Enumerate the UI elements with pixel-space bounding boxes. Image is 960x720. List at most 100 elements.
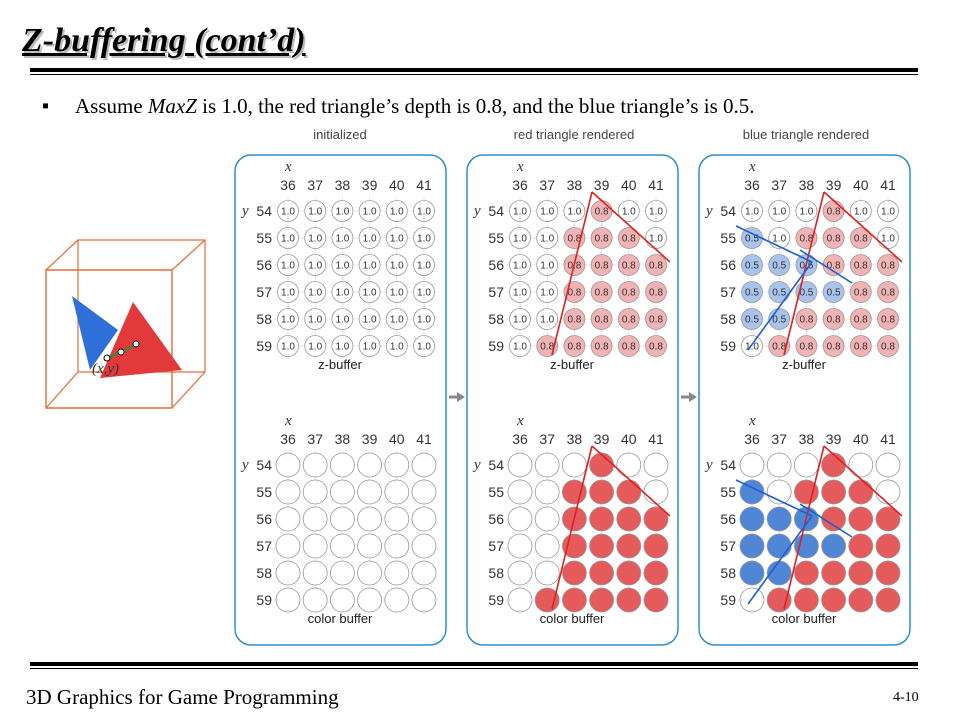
zbuffer-value: 0.8 bbox=[567, 342, 581, 353]
zbuffer-cell bbox=[822, 281, 845, 303]
color-buffer-label: color buffer bbox=[540, 611, 605, 626]
x-tick-label: 41 bbox=[648, 431, 664, 447]
y-tick-label: 58 bbox=[256, 311, 272, 327]
x-tick-label: 36 bbox=[280, 177, 296, 193]
zbuffer-cell bbox=[590, 227, 613, 249]
y-tick-label: 54 bbox=[720, 457, 736, 473]
x-tick-label: 41 bbox=[416, 177, 432, 193]
zbuffer-value: 1.0 bbox=[772, 234, 786, 245]
color-buffer-cell bbox=[589, 587, 614, 613]
zbuffer-value: 1.0 bbox=[363, 342, 377, 353]
zbuffer-cell bbox=[413, 254, 435, 276]
x-tick-label: 39 bbox=[826, 431, 842, 447]
box-edge bbox=[45, 371, 79, 409]
y-axis-label: y bbox=[472, 203, 481, 219]
zbuffer-cell bbox=[849, 254, 872, 276]
x-tick-label: 41 bbox=[648, 177, 664, 193]
color-buffer-cell bbox=[384, 479, 410, 505]
color-buffer-cell bbox=[643, 479, 669, 505]
zbuffer-cell bbox=[277, 335, 299, 357]
zbuffer-value: 1.0 bbox=[335, 315, 349, 326]
color-buffer-cell bbox=[302, 479, 328, 505]
x-tick-label: 36 bbox=[280, 431, 296, 447]
zbuffer-value: 1.0 bbox=[540, 261, 554, 272]
y-axis-label: y bbox=[240, 203, 249, 219]
zbuffer-value: 1.0 bbox=[854, 207, 868, 218]
zbuffer-cell bbox=[877, 281, 899, 303]
zbuffer-cell bbox=[413, 308, 435, 330]
x-tick-label: 37 bbox=[307, 177, 323, 193]
zbuffer-label: z-buffer bbox=[318, 357, 363, 372]
zbuffer-cell bbox=[617, 281, 640, 303]
blue-triangle-edge bbox=[799, 249, 853, 284]
color-buffer-cell bbox=[357, 533, 383, 559]
zbuffer-value: 1.0 bbox=[308, 342, 322, 353]
color-buffer-cell bbox=[589, 560, 614, 586]
y-tick-label: 58 bbox=[488, 565, 504, 581]
zbuffer-value: 1.0 bbox=[335, 342, 349, 353]
zbuffer-cell bbox=[358, 308, 381, 330]
blue-triangle-edge bbox=[735, 225, 813, 263]
zbuffer-value: 0.8 bbox=[595, 342, 609, 353]
zbuffer-cell bbox=[331, 335, 354, 357]
zbuffer-value: 0.8 bbox=[622, 261, 636, 272]
color-buffer-cell bbox=[302, 452, 328, 478]
color-buffer-cell bbox=[384, 452, 410, 478]
color-buffer-cell bbox=[411, 587, 437, 613]
color-buffer-cell bbox=[302, 560, 328, 586]
zbuffer-value: 1.0 bbox=[567, 207, 581, 218]
color-buffer-cell bbox=[739, 479, 765, 505]
color-buffer-cell bbox=[411, 560, 437, 586]
zbuffer-cell bbox=[617, 308, 640, 330]
zbuffer-label: z-buffer bbox=[782, 357, 827, 372]
zbuffer-value: 1.0 bbox=[363, 207, 377, 218]
zbuffer-cell bbox=[413, 227, 435, 249]
zbuffer-value: 0.8 bbox=[595, 288, 609, 299]
zbuffer-cell bbox=[331, 281, 354, 303]
zbuffer-value: 1.0 bbox=[390, 288, 404, 299]
zbuffer-cell bbox=[741, 308, 763, 330]
zbuffer-cell bbox=[536, 281, 559, 303]
color-buffer-cell bbox=[275, 587, 301, 613]
bullet-text: Assume MaxZ is 1.0, the red triangle’s d… bbox=[75, 94, 755, 119]
y-tick-label: 55 bbox=[720, 484, 736, 500]
y-tick-label: 55 bbox=[256, 230, 272, 246]
color-buffer-cell bbox=[616, 533, 642, 559]
color-buffer-cell bbox=[507, 506, 533, 532]
y-tick-label: 57 bbox=[720, 538, 736, 554]
zbuffer-value: 1.0 bbox=[649, 234, 663, 245]
zbuffer-label: z-buffer bbox=[550, 357, 595, 372]
color-buffer-cell bbox=[329, 533, 355, 559]
zbuffer-cell bbox=[304, 227, 327, 249]
color-buffer-cell bbox=[794, 452, 819, 478]
zbuffer-cell bbox=[741, 254, 763, 276]
color-buffer-cell bbox=[616, 560, 642, 586]
zbuffer-cell bbox=[877, 254, 899, 276]
color-buffer-cell bbox=[875, 560, 901, 586]
blue-triangle-edge bbox=[799, 503, 853, 538]
zbuffer-cell bbox=[849, 281, 872, 303]
x-axis-label: x bbox=[284, 159, 292, 175]
zbuffer-value: 0.5 bbox=[772, 315, 786, 326]
color-buffer-cell bbox=[766, 452, 792, 478]
color-buffer-cell bbox=[302, 506, 328, 532]
zbuffer-cell bbox=[795, 335, 818, 357]
y-tick-label: 58 bbox=[720, 311, 736, 327]
color-buffer-cell bbox=[302, 587, 328, 613]
panel-title: blue triangle rendered bbox=[743, 127, 869, 142]
zbuffer-value: 1.0 bbox=[308, 234, 322, 245]
color-buffer-cell bbox=[848, 533, 874, 559]
zbuffer-cell bbox=[509, 254, 531, 276]
zbuffer-cell bbox=[741, 335, 763, 357]
color-buffer-cell bbox=[875, 506, 901, 532]
sample-point bbox=[117, 348, 125, 356]
zbuffer-value: 0.8 bbox=[622, 342, 636, 353]
zbuffer-value: 1.0 bbox=[390, 342, 404, 353]
zbuffer-cell bbox=[304, 335, 327, 357]
x-tick-label: 40 bbox=[389, 431, 405, 447]
color-buffer-cell bbox=[329, 560, 355, 586]
color-buffer-cell bbox=[739, 560, 765, 586]
x-axis-label: x bbox=[516, 413, 524, 429]
zbuffer-value: 0.8 bbox=[881, 342, 895, 353]
zbuffer-value: 1.0 bbox=[281, 261, 295, 272]
